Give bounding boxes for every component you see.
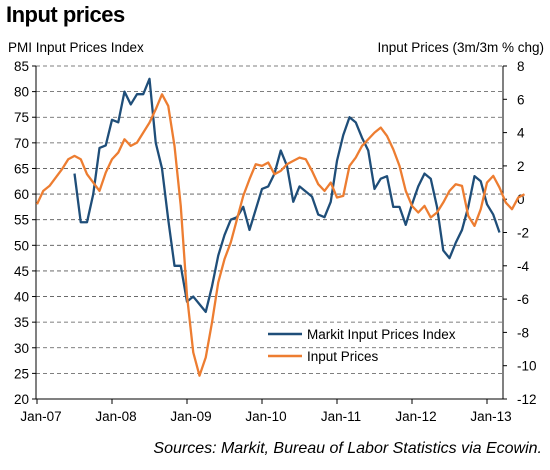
left-y-tick-label: 35 — [14, 315, 29, 330]
right-axis-label: Input Prices (3m/3m % chg) — [377, 40, 544, 55]
right-y-tick-label: 8 — [517, 59, 525, 74]
right-y-tick-label: 6 — [517, 92, 525, 107]
x-tick-label: Jan-08 — [95, 409, 136, 424]
left-y-tick-label: 80 — [14, 85, 29, 100]
right-y-tick-label: 0 — [517, 192, 525, 207]
left-y-tick-label: 40 — [14, 290, 29, 305]
legend: Markit Input Prices Index Input Prices — [268, 327, 456, 364]
left-y-tick-label: 30 — [14, 341, 29, 356]
left-y-tick-label: 85 — [14, 59, 29, 74]
right-y-tick-label: -10 — [517, 359, 537, 374]
x-tick-label: Jan-12 — [395, 409, 436, 424]
gridlines — [36, 65, 503, 374]
x-tick-label: Jan-07 — [20, 409, 61, 424]
right-y-tick-label: 4 — [517, 126, 525, 141]
left-y-tick-labels: 20 25 30 35 40 45 50 55 60 65 70 75 80 85 — [14, 59, 29, 407]
right-y-tick-label: -2 — [517, 226, 529, 241]
x-tick-label: Jan-13 — [470, 409, 511, 424]
left-y-tick-label: 50 — [14, 238, 29, 253]
x-tick-label: Jan-11 — [321, 409, 361, 424]
right-y-tick-label: -8 — [517, 325, 529, 340]
axes — [32, 65, 507, 404]
chart-title: Input prices — [6, 2, 125, 27]
right-y-tick-label: -12 — [517, 392, 537, 407]
x-tick-label: Jan-10 — [245, 409, 286, 424]
x-tick-label: Jan-09 — [170, 409, 211, 424]
left-y-tick-label: 25 — [14, 366, 29, 381]
left-y-tick-label: 65 — [14, 161, 29, 176]
right-y-tick-label: -6 — [517, 292, 529, 307]
x-tick-labels: Jan-07 Jan-08 Jan-09 Jan-10 Jan-11 Jan-12 Jan-… — [20, 409, 511, 424]
source-note: Sources: Markit, Bureau of Labor Statist… — [153, 440, 542, 457]
right-y-tick-label: 2 — [517, 159, 525, 174]
series-line-markit — [73, 77, 501, 314]
left-axis-label: PMI Input Prices Index — [8, 40, 144, 55]
series-line-input-prices — [35, 93, 526, 377]
right-y-tick-label: -4 — [517, 259, 529, 274]
left-y-tick-label: 60 — [14, 187, 29, 202]
right-y-tick-labels: -12 -10 -8 -6 -4 -2 0 2 4 6 8 — [517, 59, 537, 407]
legend-label-markit: Markit Input Prices Index — [307, 327, 456, 342]
left-y-tick-label: 70 — [14, 136, 29, 151]
left-y-tick-label: 20 — [14, 392, 29, 407]
left-y-tick-label: 75 — [14, 110, 29, 125]
legend-label-input-prices: Input Prices — [307, 349, 379, 364]
left-y-tick-label: 55 — [14, 213, 29, 228]
left-y-tick-label: 45 — [14, 264, 29, 279]
series-layer — [35, 77, 526, 377]
